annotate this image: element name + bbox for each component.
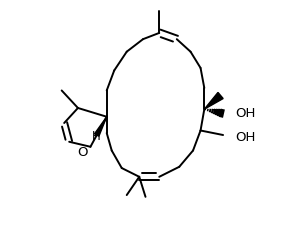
Text: O: O <box>77 145 88 158</box>
Text: OH: OH <box>236 130 256 143</box>
Polygon shape <box>94 117 107 137</box>
Polygon shape <box>204 93 223 110</box>
Text: OH: OH <box>236 107 256 120</box>
Text: H: H <box>92 130 100 142</box>
